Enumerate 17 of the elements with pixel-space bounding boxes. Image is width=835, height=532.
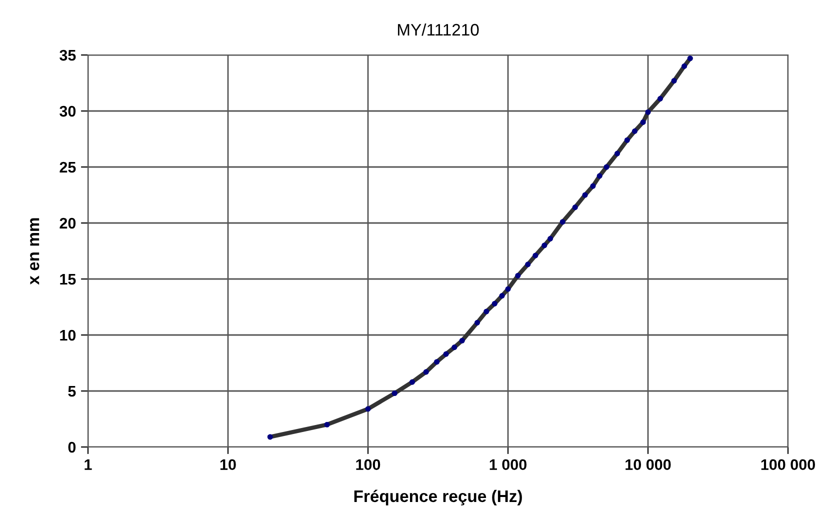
x-tick-label: 10	[220, 459, 236, 470]
x-axis-title: Fréquence reçue (Hz)	[354, 490, 522, 506]
y-tick-label: 30	[60, 106, 76, 117]
y-tick-label: 10	[60, 330, 76, 341]
y-tick-label: 15	[60, 274, 76, 285]
y-tick-label: 20	[60, 218, 76, 229]
y-tick-label: 25	[60, 162, 76, 173]
x-tick-label: 1 000	[490, 459, 526, 470]
y-axis-title: x en mm	[30, 218, 40, 285]
y-tick-label: 0	[68, 442, 76, 453]
x-tick-label: 10 000	[626, 459, 671, 470]
chart-title: MY/111210	[398, 23, 479, 36]
x-tick-label: 100 000	[761, 459, 815, 470]
y-tick-label: 35	[60, 50, 76, 61]
y-tick-label: 5	[68, 386, 76, 397]
x-tick-label: 100	[356, 459, 380, 470]
x-tick-label: 1	[84, 459, 92, 470]
